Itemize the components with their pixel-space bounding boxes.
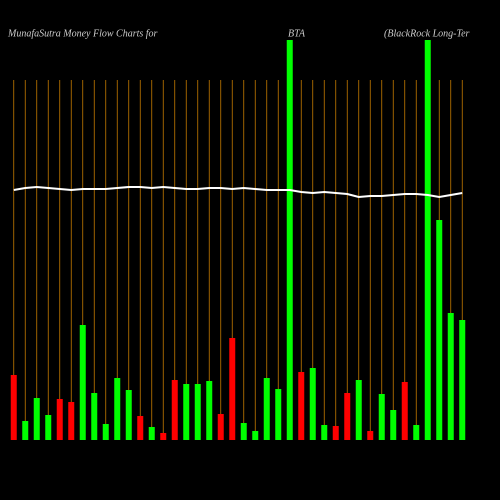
bar	[148, 427, 155, 440]
bar	[22, 421, 29, 440]
bar	[56, 399, 63, 440]
bar	[344, 393, 351, 440]
bar	[447, 313, 454, 440]
bar	[413, 425, 420, 440]
bar	[171, 380, 178, 440]
bar	[459, 320, 466, 440]
bar	[390, 410, 397, 440]
bar	[355, 380, 362, 440]
chart-title: MunafaSutra Money Flow Charts for	[7, 28, 158, 39]
money-flow-line	[13, 185, 463, 199]
bar	[137, 416, 144, 440]
bar	[194, 384, 201, 440]
bar	[45, 415, 52, 440]
bar	[275, 389, 282, 440]
bar	[217, 414, 224, 440]
bar	[252, 431, 259, 440]
bar	[332, 426, 339, 440]
bar	[321, 425, 328, 440]
bar	[436, 220, 443, 440]
bar	[298, 372, 305, 440]
bar	[263, 378, 270, 440]
bar	[68, 402, 75, 440]
bar	[240, 423, 247, 440]
bar	[91, 393, 98, 440]
chart-subtitle: BTA	[288, 28, 306, 39]
bar	[286, 40, 293, 440]
bar	[378, 394, 385, 440]
bar	[229, 338, 236, 440]
bar	[183, 384, 190, 440]
bar	[10, 375, 17, 440]
bar	[114, 378, 121, 440]
bar	[33, 398, 40, 440]
bar	[309, 368, 316, 440]
bar	[125, 390, 132, 440]
bar	[206, 381, 213, 440]
bar	[79, 325, 86, 440]
bar	[367, 431, 374, 440]
bar	[160, 433, 167, 440]
bar	[424, 40, 431, 440]
bar	[102, 424, 109, 440]
chart-annotation: (BlackRock Long-Ter	[384, 28, 470, 39]
bar	[401, 382, 408, 440]
